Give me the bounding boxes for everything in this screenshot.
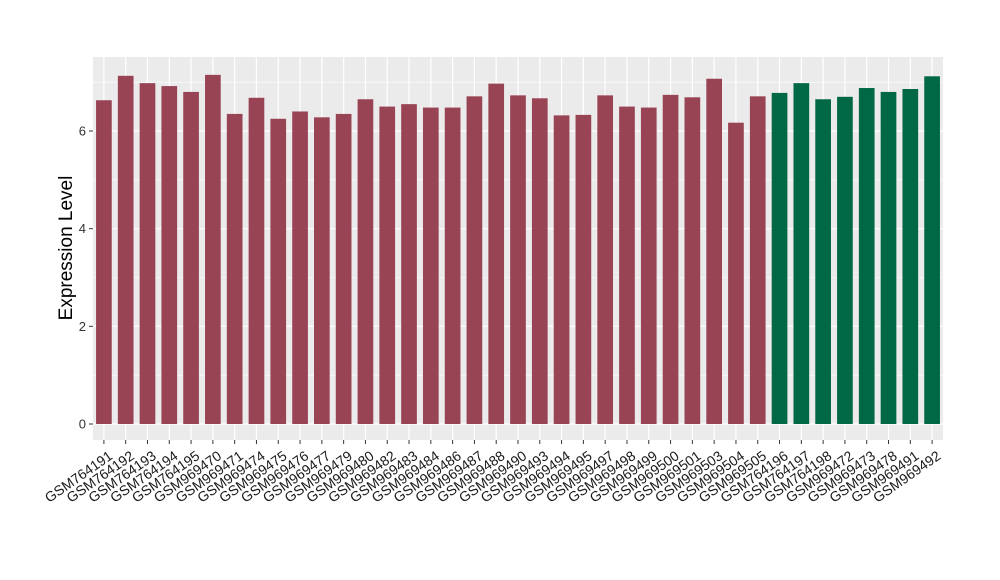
bar-GSM969472 bbox=[837, 96, 853, 424]
bar-GSM969488 bbox=[488, 83, 505, 424]
bar-GSM969495 bbox=[575, 114, 592, 424]
bar-GSM969475 bbox=[270, 118, 287, 424]
bar-GSM764193 bbox=[139, 83, 156, 424]
bar-GSM969503 bbox=[706, 78, 722, 424]
bar-GSM969471 bbox=[226, 113, 243, 424]
y-tick-label: 6 bbox=[79, 124, 86, 139]
bar-series bbox=[96, 74, 940, 425]
bar-GSM764197 bbox=[793, 83, 810, 424]
bar-GSM969480 bbox=[357, 99, 374, 424]
bar-GSM969487 bbox=[466, 96, 483, 424]
bar-GSM764191 bbox=[96, 100, 112, 425]
y-tick-label: 4 bbox=[79, 221, 86, 236]
x-axis: GSM764191GSM764192GSM764193GSM764194GSM7… bbox=[42, 440, 944, 506]
y-tick-label: 2 bbox=[79, 319, 86, 334]
bar-GSM969490 bbox=[510, 95, 526, 424]
bar-GSM969482 bbox=[379, 106, 396, 424]
bar-GSM969477 bbox=[314, 117, 330, 424]
bar-GSM969501 bbox=[684, 97, 701, 425]
bar-GSM969498 bbox=[619, 106, 635, 424]
bar-GSM764195 bbox=[183, 91, 199, 425]
bar-GSM969470 bbox=[205, 74, 221, 424]
bar-GSM764194 bbox=[161, 86, 178, 424]
bar-GSM969484 bbox=[422, 107, 439, 424]
bar-GSM969505 bbox=[749, 96, 766, 424]
bar-GSM969491 bbox=[902, 89, 919, 424]
bar-GSM969493 bbox=[531, 98, 548, 424]
bar-GSM969483 bbox=[401, 104, 417, 424]
bar-GSM969478 bbox=[880, 91, 897, 425]
bar-GSM969504 bbox=[728, 122, 744, 424]
bar-GSM969500 bbox=[662, 94, 679, 425]
bar-GSM969497 bbox=[597, 95, 614, 424]
bar-GSM969494 bbox=[553, 115, 570, 425]
bar-GSM969474 bbox=[248, 97, 265, 424]
bar-GSM969473 bbox=[858, 88, 875, 424]
bar-GSM764192 bbox=[117, 75, 134, 424]
bar-GSM969492 bbox=[924, 76, 940, 424]
bar-GSM764198 bbox=[815, 99, 831, 424]
bar-GSM969476 bbox=[292, 111, 308, 424]
y-axis: 0 2 4 6 bbox=[79, 124, 93, 432]
bar-GSM764196 bbox=[771, 92, 788, 424]
bar-GSM969479 bbox=[335, 113, 352, 424]
bar-GSM969486 bbox=[444, 107, 461, 424]
bar-GSM969499 bbox=[640, 107, 657, 424]
y-axis-title: Expression Level bbox=[56, 176, 77, 321]
y-tick-label: 0 bbox=[79, 417, 86, 432]
